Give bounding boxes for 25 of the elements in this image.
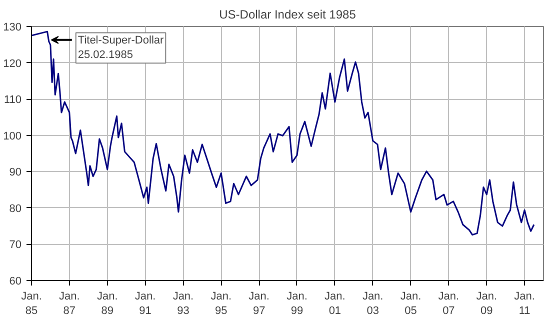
y-tick-label: 100: [3, 130, 22, 142]
x-tick-label: Jan. 89: [96, 290, 118, 317]
y-tick-label: 80: [9, 202, 22, 215]
y-tick-label: 70: [9, 239, 22, 252]
y-tick-label: 110: [4, 94, 22, 106]
x-tick-label: Jan. 95: [210, 290, 232, 317]
x-tick-label: Jan. 93: [172, 290, 194, 317]
x-tick-label: Jan. 01: [324, 290, 346, 317]
y-tick-label: 120: [3, 58, 22, 70]
y-tick-label: 60: [9, 276, 22, 288]
x-tick-label: Jan. 87: [59, 290, 80, 317]
x-tick-label: Jan. 11: [514, 290, 535, 317]
x-tick-label: Jan. 99: [286, 290, 308, 317]
x-tick-label: Jan. 07: [438, 290, 460, 317]
x-tick-label: Jan. 03: [362, 290, 384, 317]
x-tick-label: Jan. 85: [21, 290, 42, 317]
y-tick-label: 130: [3, 22, 22, 34]
x-tick-label: Jan. 09: [476, 290, 498, 317]
x-tick-label: Jan. 97: [248, 290, 270, 317]
y-tick-label: 90: [9, 166, 22, 179]
annotation: Titel-Super-Dollar 25.02.1985: [78, 34, 164, 62]
x-tick-label: Jan. 91: [134, 290, 156, 317]
line-series: [32, 30, 535, 236]
chart-title: US-Dollar Index seit 1985: [219, 8, 356, 22]
x-tick-label: Jan. 05: [400, 290, 422, 317]
